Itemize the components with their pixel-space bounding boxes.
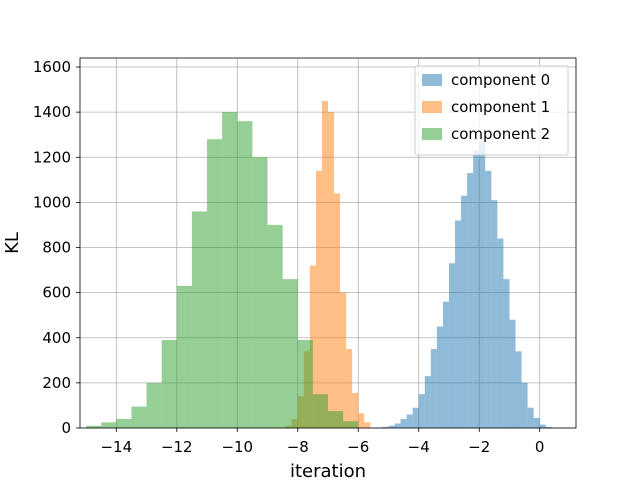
legend-label: component 0 [451,71,550,89]
y-tick-label: 0 [61,419,71,437]
histogram-bar [352,393,359,428]
histogram-bar [461,195,468,428]
histogram-bar [539,424,546,428]
y-tick-label: 800 [42,239,71,257]
histogram-bar [267,224,283,428]
histogram-bar [176,285,192,428]
histogram-bar [545,426,552,428]
histogram-bar [340,292,347,428]
x-tick-label: −6 [347,438,369,456]
histogram-bar [237,121,253,429]
histogram-bar [509,319,516,428]
legend-swatch [422,128,442,140]
histogram-bar [315,170,322,428]
histogram-bar [455,220,462,428]
histogram-bar [394,423,401,428]
y-tick-label: 1000 [33,193,71,211]
legend: component 0 component 1 component 2 [414,65,569,156]
histogram-bar [515,351,522,428]
histogram-bar [207,139,223,428]
histogram-bar [328,112,335,429]
histogram-bar [191,211,208,428]
legend-label: component 1 [451,98,550,116]
y-tick-label: 200 [42,374,71,392]
y-tick-label: 1600 [33,58,71,76]
histogram-bar [388,425,395,428]
histogram-bar [533,417,540,428]
histogram-bar [448,263,456,428]
histogram-bar [282,279,298,428]
legend-box [414,65,569,156]
histogram-bars [86,100,552,429]
histogram-bar [491,200,498,428]
series-0-bars [376,141,552,428]
axes-frame [79,57,577,429]
x-axis-label: iteration [290,461,366,480]
x-tick-label: −10 [221,438,253,456]
histogram-bar [346,349,353,428]
histogram-bar [418,394,425,428]
x-tick-label: −12 [161,438,193,456]
histogram-bar [222,112,238,429]
histogram-bar [297,340,313,428]
histogram-bar [473,150,480,428]
histogram-bar [161,340,177,428]
series-2-bars [86,112,359,429]
histogram-bar [252,157,268,428]
histogram-bar [412,407,419,428]
histogram-bar [334,193,341,428]
y-tick-label: 1400 [33,103,71,121]
histogram-bar [86,425,102,428]
y-tick-label: 400 [42,329,71,347]
histogram-bar [430,349,437,428]
x-tick-label: 0 [535,438,545,456]
histogram-bar [343,421,359,428]
histogram-bar [321,100,328,429]
y-tick-label: 600 [42,284,71,302]
x-tick-label: −8 [287,438,309,456]
histogram-bar [485,170,492,428]
histogram-bar [436,326,443,428]
x-tick-label: −4 [408,438,430,456]
axis-ticks: −14 −12 −10 −8 −6 −4 −2 0 0 200 400 600 800 1000 1200 1… [33,58,545,456]
histogram-bar [364,422,371,428]
x-tick-label: −14 [100,438,132,456]
histogram-bar [424,376,431,428]
histogram-bar [146,382,162,428]
histogram-bar [116,418,132,428]
x-tick-label: −2 [468,438,490,456]
histogram-bar [503,279,510,428]
histogram-bar [479,141,486,428]
y-tick-label: 1200 [33,148,71,166]
histogram-bar [400,418,407,428]
legend-swatch [422,74,442,86]
histogram-bar [442,301,449,428]
y-axis-label: KL [2,232,23,254]
histogram-bar [497,238,504,428]
histogram-bar [382,426,389,428]
histogram-bar [131,406,147,428]
histogram-bar [328,411,344,428]
histogram-bar [312,394,328,428]
histogram-bar [101,422,117,428]
legend-label: component 2 [451,125,550,143]
histogram-bar [358,413,365,428]
legend-swatch [422,101,442,113]
histogram-bar [467,173,474,428]
histogram-bar [406,414,413,428]
histogram-bar [521,382,528,428]
histogram-bar [527,407,534,428]
